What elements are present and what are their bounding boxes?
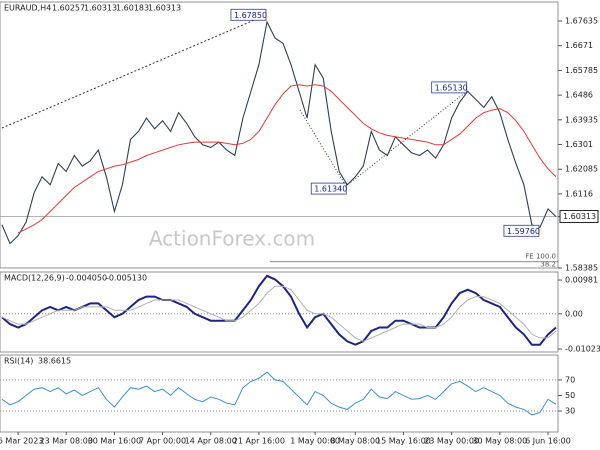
y-tick-label: 1.6486 <box>565 91 593 100</box>
pane-title: RSI(14) <box>4 357 33 366</box>
y-tick-label: 1.6301 <box>565 140 593 149</box>
pane-title: MACD(12,26,9) <box>4 274 65 283</box>
series-line <box>17 84 557 234</box>
x-tick-label: 7 Apr 00:00 <box>139 437 186 446</box>
ohlc-value: 1.60313 <box>84 4 117 13</box>
annotation-box <box>503 224 540 237</box>
series-line <box>1 371 557 416</box>
annotation-label: 1.65130 <box>435 83 468 92</box>
x-tick-label: 23 May 00:00 <box>424 437 479 446</box>
ohlc-value: 1.60313 <box>148 4 181 13</box>
y-tick-label: 70 <box>565 375 575 384</box>
x-tick-label: 6 Jun 16:00 <box>525 437 571 446</box>
y-tick-label: 50 <box>565 391 575 400</box>
y-tick-label: 1.67635 <box>565 17 598 26</box>
y-tick-label: 0.00981 <box>565 276 598 285</box>
y-tick-label: 1.62085 <box>565 165 598 174</box>
indicator-reading: 38.6615 <box>38 357 71 366</box>
annotation-label: 1.59760 <box>507 227 540 236</box>
x-tick-label: 30 Mar 16:00 <box>88 437 141 446</box>
series-line <box>1 285 557 342</box>
y-tick-label: 1.63935 <box>565 115 598 124</box>
series-line <box>1 274 557 346</box>
y-tick-label: 1.6671 <box>565 41 593 50</box>
fe-label: FE 100.0 <box>525 253 556 261</box>
x-tick-label: 15 May 16:00 <box>376 437 431 446</box>
pane-border <box>0 271 559 353</box>
pane-border <box>0 354 559 433</box>
x-tick-label: 1 May 00:00 <box>290 437 340 446</box>
ohlc-value: 1.60257 <box>52 4 85 13</box>
y-tick-label: -0.010235 <box>565 344 600 353</box>
annotation-box <box>310 182 347 195</box>
current-price-label: 1.60313 <box>563 212 596 221</box>
pane-title: EURAUD,H4 <box>4 4 51 13</box>
y-tick-label: 1.58385 <box>565 264 598 273</box>
x-tick-label: 14 Apr 08:00 <box>185 437 237 446</box>
y-tick-label: 0.00 <box>565 309 583 318</box>
watermark: ActionForex.com <box>149 227 315 251</box>
annotation-box <box>431 81 468 94</box>
x-tick-label: 16 Mar 2023 <box>0 437 43 446</box>
series-line <box>1 20 557 245</box>
x-tick-label: 30 May 08:00 <box>472 437 527 446</box>
fe-label: 38.2 <box>540 261 556 269</box>
price-box <box>559 210 599 224</box>
x-tick-label: 8 May 08:00 <box>330 437 380 446</box>
annotation-box <box>230 8 267 21</box>
annotation-label: 1.67850 <box>234 11 267 20</box>
indicator-reading: -0.005130 <box>106 274 147 283</box>
x-tick-label: 23 Mar 08:00 <box>40 437 93 446</box>
ohlc-value: 1.60183 <box>116 4 149 13</box>
indicator-reading: -0.004050 <box>66 274 107 283</box>
y-tick-label: 30 <box>565 407 575 416</box>
annotation-label: 1.61340 <box>314 185 347 194</box>
pane-border <box>0 1 559 269</box>
y-tick-label: 1.6116 <box>565 189 593 198</box>
y-tick-label: 1.65785 <box>565 66 598 75</box>
x-tick-label: 21 Apr 16:00 <box>233 437 285 446</box>
